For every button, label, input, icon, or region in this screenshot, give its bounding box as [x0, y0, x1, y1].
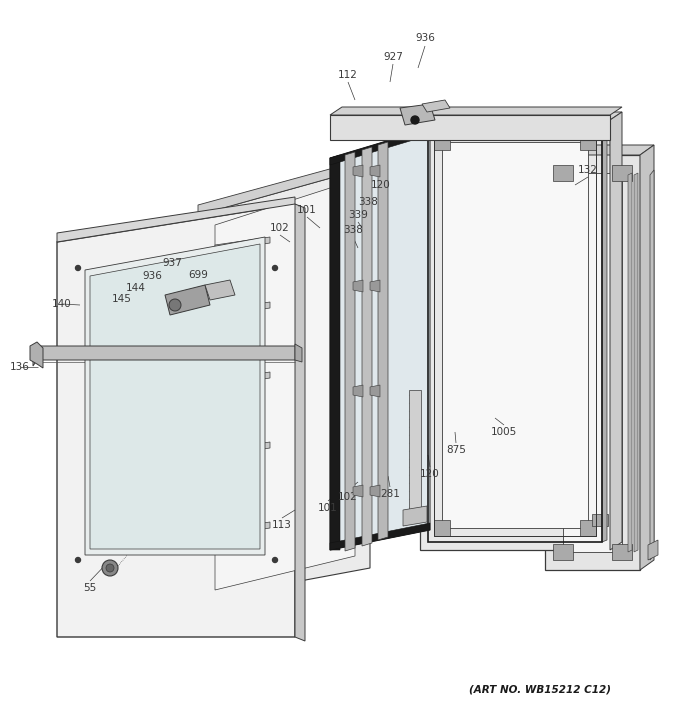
- Polygon shape: [403, 506, 427, 526]
- Polygon shape: [648, 540, 658, 560]
- Polygon shape: [378, 142, 388, 540]
- Polygon shape: [205, 280, 235, 300]
- Polygon shape: [345, 152, 355, 551]
- Polygon shape: [434, 134, 450, 150]
- Text: 55: 55: [84, 583, 97, 593]
- Polygon shape: [57, 204, 295, 637]
- Polygon shape: [295, 344, 302, 362]
- Text: 140: 140: [52, 299, 72, 309]
- Polygon shape: [612, 165, 632, 181]
- Polygon shape: [370, 280, 380, 292]
- Polygon shape: [420, 120, 610, 550]
- Polygon shape: [198, 158, 370, 215]
- Polygon shape: [640, 145, 654, 570]
- Text: (ART NO. WB15212 C12): (ART NO. WB15212 C12): [469, 685, 611, 695]
- Polygon shape: [553, 165, 573, 181]
- Polygon shape: [215, 372, 270, 386]
- Polygon shape: [563, 173, 622, 552]
- Polygon shape: [165, 285, 210, 315]
- Text: 937: 937: [162, 258, 182, 268]
- Polygon shape: [628, 173, 632, 552]
- Polygon shape: [215, 442, 270, 456]
- Polygon shape: [353, 280, 363, 292]
- Text: 102: 102: [270, 223, 290, 233]
- Text: 699: 699: [188, 270, 208, 280]
- Polygon shape: [545, 155, 640, 570]
- Polygon shape: [422, 100, 450, 112]
- Text: 132: 132: [578, 165, 598, 175]
- Polygon shape: [215, 237, 270, 251]
- Polygon shape: [610, 112, 622, 550]
- Polygon shape: [85, 237, 265, 555]
- Polygon shape: [330, 107, 622, 115]
- Circle shape: [411, 116, 419, 124]
- Circle shape: [102, 560, 118, 576]
- Text: 338: 338: [343, 225, 363, 235]
- Polygon shape: [634, 173, 638, 552]
- Text: 102: 102: [338, 492, 358, 502]
- Text: 875: 875: [446, 445, 466, 455]
- Circle shape: [75, 266, 80, 271]
- Polygon shape: [592, 128, 608, 140]
- Text: 145: 145: [112, 294, 132, 304]
- Text: 936: 936: [415, 33, 435, 43]
- Polygon shape: [442, 142, 588, 528]
- Polygon shape: [330, 115, 610, 140]
- Polygon shape: [295, 204, 305, 641]
- Circle shape: [169, 299, 181, 311]
- Polygon shape: [353, 485, 363, 497]
- Text: 113: 113: [272, 520, 292, 530]
- Polygon shape: [409, 390, 421, 510]
- Text: 1005: 1005: [491, 427, 517, 437]
- Circle shape: [106, 564, 114, 572]
- Polygon shape: [353, 165, 363, 177]
- Polygon shape: [215, 522, 270, 536]
- Polygon shape: [370, 485, 380, 497]
- Circle shape: [75, 557, 80, 563]
- Text: 120: 120: [371, 180, 391, 190]
- Circle shape: [273, 557, 277, 563]
- Text: 936: 936: [142, 271, 162, 281]
- Text: 136: 136: [10, 362, 30, 372]
- Polygon shape: [400, 104, 435, 125]
- Circle shape: [273, 266, 277, 271]
- Text: 101: 101: [297, 205, 317, 215]
- Polygon shape: [580, 520, 596, 536]
- Text: 144: 144: [126, 283, 146, 293]
- Polygon shape: [545, 145, 654, 155]
- Polygon shape: [553, 544, 573, 560]
- Polygon shape: [362, 147, 372, 546]
- Text: 927: 927: [383, 52, 403, 62]
- Polygon shape: [580, 134, 596, 150]
- Polygon shape: [592, 514, 608, 526]
- Text: 338: 338: [358, 197, 378, 207]
- Text: 101: 101: [318, 503, 338, 513]
- Polygon shape: [370, 385, 380, 397]
- Polygon shape: [612, 544, 632, 560]
- Polygon shape: [90, 244, 260, 549]
- Text: 339: 339: [348, 210, 368, 220]
- Polygon shape: [330, 128, 430, 550]
- Text: 120: 120: [420, 469, 440, 479]
- Polygon shape: [215, 180, 355, 590]
- Polygon shape: [370, 165, 380, 177]
- Polygon shape: [57, 197, 295, 242]
- Polygon shape: [330, 155, 340, 550]
- Polygon shape: [33, 346, 295, 366]
- Polygon shape: [215, 302, 270, 316]
- Polygon shape: [420, 112, 622, 120]
- Polygon shape: [434, 520, 450, 536]
- Polygon shape: [330, 128, 430, 165]
- Polygon shape: [353, 385, 363, 397]
- Polygon shape: [30, 342, 43, 368]
- Polygon shape: [650, 170, 654, 560]
- Polygon shape: [330, 523, 430, 550]
- Polygon shape: [175, 283, 230, 302]
- Text: 112: 112: [338, 70, 358, 80]
- Polygon shape: [602, 128, 607, 542]
- Polygon shape: [198, 167, 370, 600]
- Text: 281: 281: [380, 489, 400, 499]
